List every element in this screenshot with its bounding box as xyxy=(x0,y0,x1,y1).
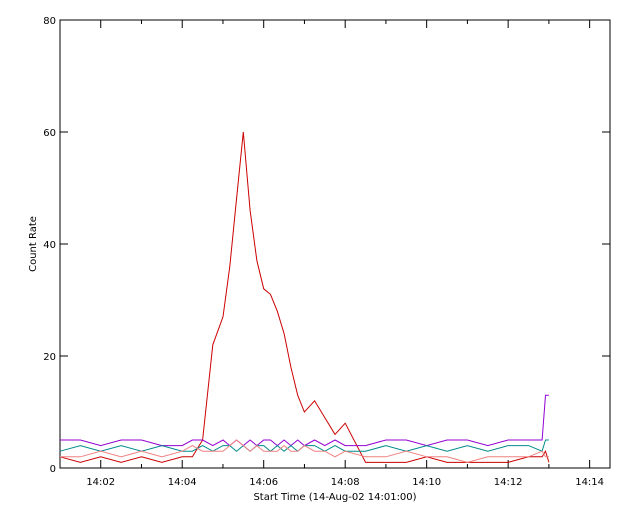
x-tick-label: 14:10 xyxy=(412,477,441,488)
x-axis-ticks: 14:02 14:04 14:06 14:08 14:10 14:12 14:14 xyxy=(86,20,604,488)
series-line-3 xyxy=(59,439,549,452)
x-tick-label: 14:06 xyxy=(249,477,278,488)
y-tick-label: 20 xyxy=(43,352,56,363)
y-axis-ticks: 0 20 40 60 80 xyxy=(43,16,610,475)
y-tick-label: 60 xyxy=(43,128,56,139)
y-axis-title: Count Rate xyxy=(28,216,39,272)
x-tick-label: 14:14 xyxy=(575,477,604,488)
series-line-2 xyxy=(60,394,549,447)
x-tick-label: 14:04 xyxy=(168,477,197,488)
y-tick-label: 0 xyxy=(50,464,56,475)
x-tick-label: 14:08 xyxy=(331,477,360,488)
x-axis-title: Start Time (14-Aug-02 14:01:00) xyxy=(253,492,416,503)
series-line-4 xyxy=(60,439,549,463)
x-tick-label: 14:02 xyxy=(86,477,115,488)
series-lines xyxy=(59,131,550,463)
series-line-1 xyxy=(59,131,550,463)
y-tick-label: 40 xyxy=(43,240,56,251)
x-tick-label: 14:12 xyxy=(494,477,523,488)
y-tick-label: 80 xyxy=(43,16,56,27)
plot-frame xyxy=(59,19,611,469)
